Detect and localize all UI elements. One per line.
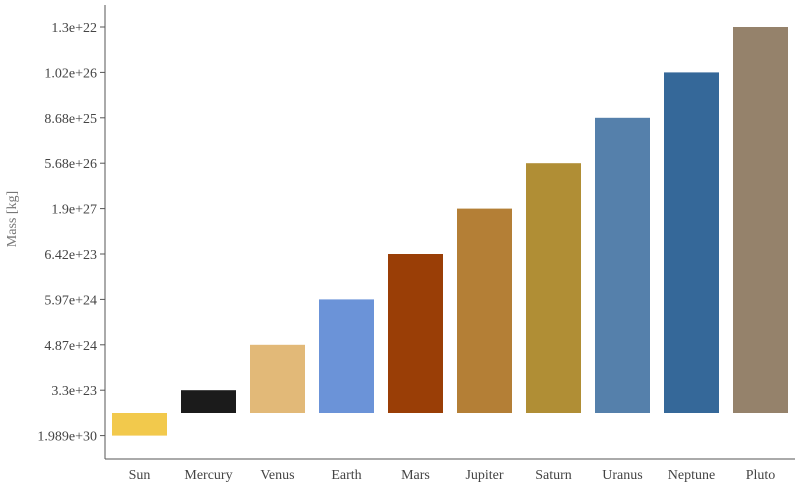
x-tick-label: Mars [401,468,430,483]
bar-saturn [526,163,581,413]
x-tick-label: Neptune [668,468,715,483]
x-tick-label: Saturn [535,468,572,483]
y-tick-label: 5.97e+24 [44,293,97,308]
x-tick-label: Pluto [746,468,776,483]
x-axis-ticks: Sun Mercury Venus Earth Mars Jupiter Saturn Ura… [129,468,776,483]
x-tick-label: Mercury [184,468,232,483]
y-tick-label: 3.3e+23 [51,384,97,399]
x-tick-label: Jupiter [465,468,503,483]
bar-jupiter [457,208,512,413]
y-tick-label: 1.02e+26 [44,66,97,81]
y-tick-label: 6.42e+23 [44,248,97,263]
y-tick-label: 1.3e+22 [51,21,97,36]
bar-neptune [664,72,719,414]
bar-sun [112,413,167,436]
y-tick-label: 4.87e+24 [44,339,97,354]
y-tick-label: 8.68e+25 [44,112,97,127]
x-tick-label: Earth [331,468,361,483]
y-tick-label: 1.989e+30 [37,430,97,445]
bar-mercury [181,390,236,413]
y-axis-ticks: 1.989e+30 3.3e+23 4.87e+24 5.97e+24 6.42e+23… [37,21,105,445]
bar-uranus [595,117,650,414]
x-tick-label: Sun [129,468,151,483]
bar-mars [388,254,443,413]
bar-pluto [733,27,788,413]
y-tick-label: 5.68e+26 [44,157,97,172]
x-tick-label: Venus [260,468,294,483]
y-axis-title: Mass [kg] [5,191,20,247]
bars-group [112,27,788,436]
bar-earth [319,299,374,413]
bar-venus [250,344,305,413]
y-tick-label: 1.9e+27 [51,203,97,218]
x-tick-label: Uranus [602,468,642,483]
